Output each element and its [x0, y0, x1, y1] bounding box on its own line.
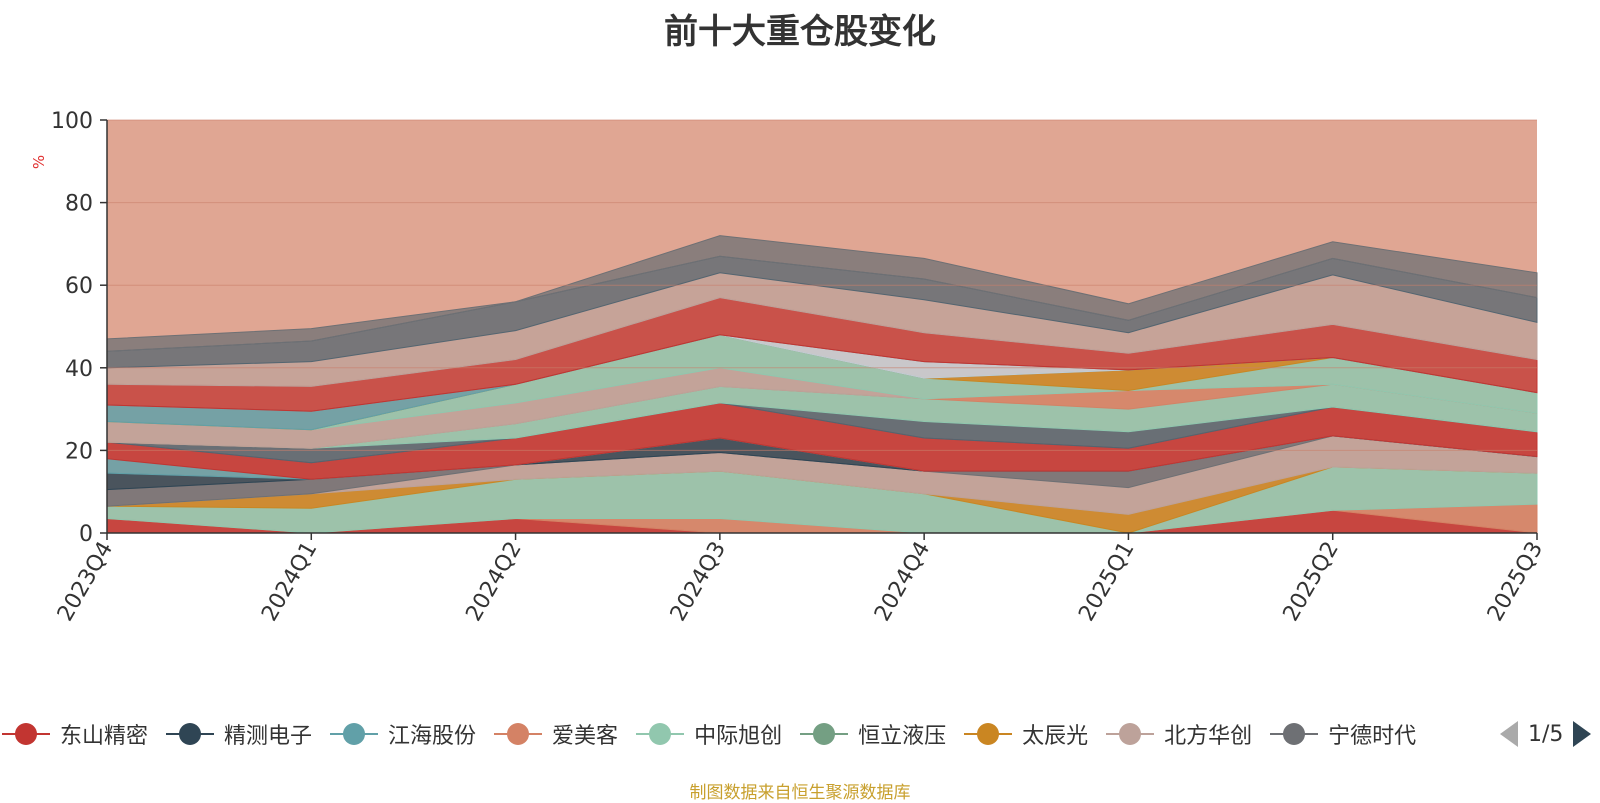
x-tick-label: 2025Q2 — [1279, 538, 1344, 626]
x-tick-label: 2024Q2 — [461, 538, 526, 626]
legend-marker-icon — [166, 723, 215, 745]
x-tick-label: 2025Q1 — [1074, 538, 1139, 626]
legend-marker-icon — [330, 723, 379, 745]
data-source-note: 制图数据来自恒生聚源数据库 — [689, 783, 911, 803]
legend-next-icon[interactable] — [1571, 719, 1593, 749]
y-tick-label: 80 — [65, 192, 93, 217]
legend-label: 中际旭创 — [694, 724, 783, 749]
y-tick-labels: 0 20 40 60 80 100 — [51, 109, 93, 547]
y-tick-label: 100 — [51, 109, 93, 134]
x-tick-label: 2024Q1 — [257, 538, 322, 626]
x-tick-label: 2024Q3 — [666, 538, 731, 626]
legend: 东山精密 精测电子 江海股份 爱美客 中际旭创 恒立液压 太辰光 北方华创 宁德时代 — [0, 712, 1484, 756]
legend-item[interactable]: 江海股份 — [328, 712, 476, 756]
area-layers — [106, 235, 1538, 534]
legend-label: 爱美客 — [552, 724, 619, 749]
y-tick-label: 20 — [65, 439, 93, 464]
legend-label: 江海股份 — [388, 724, 477, 749]
legend-marker-icon — [2, 723, 50, 745]
legend-label: 精测电子 — [224, 724, 313, 749]
legend-marker-icon — [636, 723, 685, 745]
legend-item[interactable]: 精测电子 — [164, 712, 312, 756]
legend-item[interactable]: 爱美客 — [492, 712, 618, 756]
legend-label: 北方华创 — [1164, 724, 1253, 749]
legend-item[interactable]: 恒立液压 — [798, 712, 946, 756]
legend-label: 东山精密 — [60, 724, 149, 749]
legend-label: 恒立液压 — [858, 724, 947, 749]
legend-label: 太辰光 — [1022, 724, 1089, 749]
y-axis-unit-label: % — [30, 155, 48, 169]
y-tick-label: 0 — [79, 522, 93, 547]
y-tick-label: 60 — [65, 274, 93, 299]
legend-marker-icon — [494, 723, 543, 745]
legend-item[interactable]: 东山精密 — [0, 712, 148, 756]
upper-band-3 — [106, 235, 1538, 352]
legend-item[interactable]: 北方华创 — [1104, 712, 1252, 756]
x-tick-labels: 2023Q4 2024Q1 2024Q2 2024Q3 2024Q4 2025Q1 2025… — [53, 538, 1548, 626]
legend-marker-icon — [1270, 723, 1319, 745]
axes — [100, 119, 1538, 540]
legend-marker-icon — [800, 723, 849, 745]
x-tick-label: 2023Q4 — [53, 538, 118, 626]
legend-item[interactable]: 宁德时代 — [1268, 712, 1416, 756]
legend-marker-icon — [1106, 723, 1155, 745]
legend-item[interactable]: 中际旭创 — [634, 712, 782, 756]
legend-item[interactable]: 太辰光 — [962, 712, 1088, 756]
y-tick-label: 40 — [65, 357, 93, 382]
legend-pager: 1/5 — [1498, 716, 1593, 752]
grid-lines — [107, 119, 1537, 451]
legend-label: 宁德时代 — [1328, 724, 1417, 749]
x-tick-label: 2025Q3 — [1483, 538, 1548, 626]
legend-marker-icon — [964, 723, 1013, 745]
legend-page-indicator: 1/5 — [1528, 721, 1564, 747]
x-tick-label: 2024Q4 — [870, 538, 935, 626]
legend-prev-icon[interactable] — [1498, 719, 1520, 749]
chart-title: 前十大重仓股变化 — [664, 12, 936, 52]
